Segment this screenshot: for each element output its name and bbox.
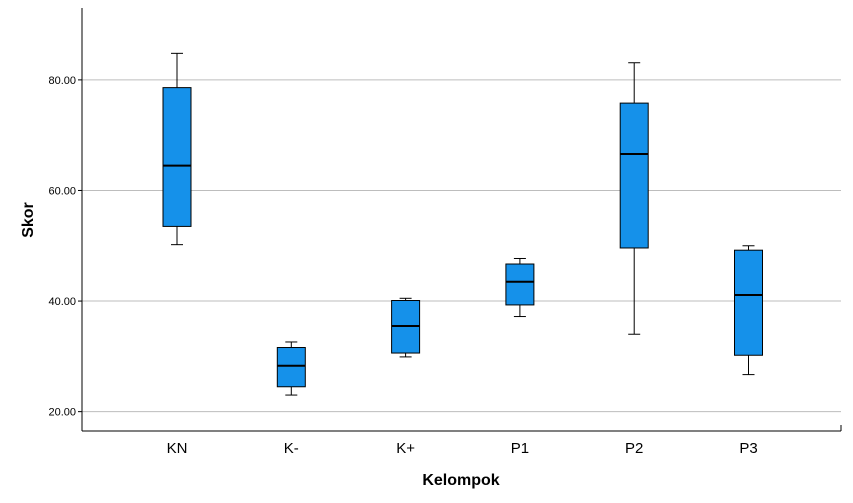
iqr-box bbox=[734, 249, 763, 356]
x-category-label: P1 bbox=[511, 440, 529, 457]
box-kplus bbox=[391, 297, 421, 358]
x-category-label: KN bbox=[167, 440, 188, 457]
iqr-box bbox=[162, 87, 192, 227]
box-p2 bbox=[619, 62, 649, 335]
y-tick-label: 40.00 bbox=[48, 296, 76, 308]
y-axis-title: Skor bbox=[20, 202, 37, 238]
y-tick-label: 20.00 bbox=[48, 407, 76, 419]
x-axis-title: Kelompok bbox=[422, 472, 499, 489]
box-p3 bbox=[734, 245, 763, 376]
x-category-label: K+ bbox=[396, 440, 415, 457]
x-category-label: K- bbox=[284, 440, 299, 457]
y-axis-ticks: 20.00 40.00 60.00 80.00 bbox=[48, 75, 82, 419]
box-kminus bbox=[276, 341, 306, 396]
y-tick-label: 60.00 bbox=[48, 185, 76, 197]
box-p1 bbox=[505, 257, 535, 318]
gridlines bbox=[82, 79, 841, 413]
y-tick-label: 80.00 bbox=[48, 75, 76, 87]
boxes bbox=[162, 52, 763, 396]
iqr-box bbox=[619, 102, 649, 249]
box-kn bbox=[162, 52, 192, 246]
plot-frame bbox=[81, 8, 842, 432]
iqr-box bbox=[505, 263, 535, 306]
iqr-box bbox=[276, 347, 306, 388]
x-category-label: P2 bbox=[625, 440, 643, 457]
x-axis-category-labels: KN K- K+ P1 P2 P3 bbox=[167, 440, 758, 457]
x-category-label: P3 bbox=[739, 440, 757, 457]
